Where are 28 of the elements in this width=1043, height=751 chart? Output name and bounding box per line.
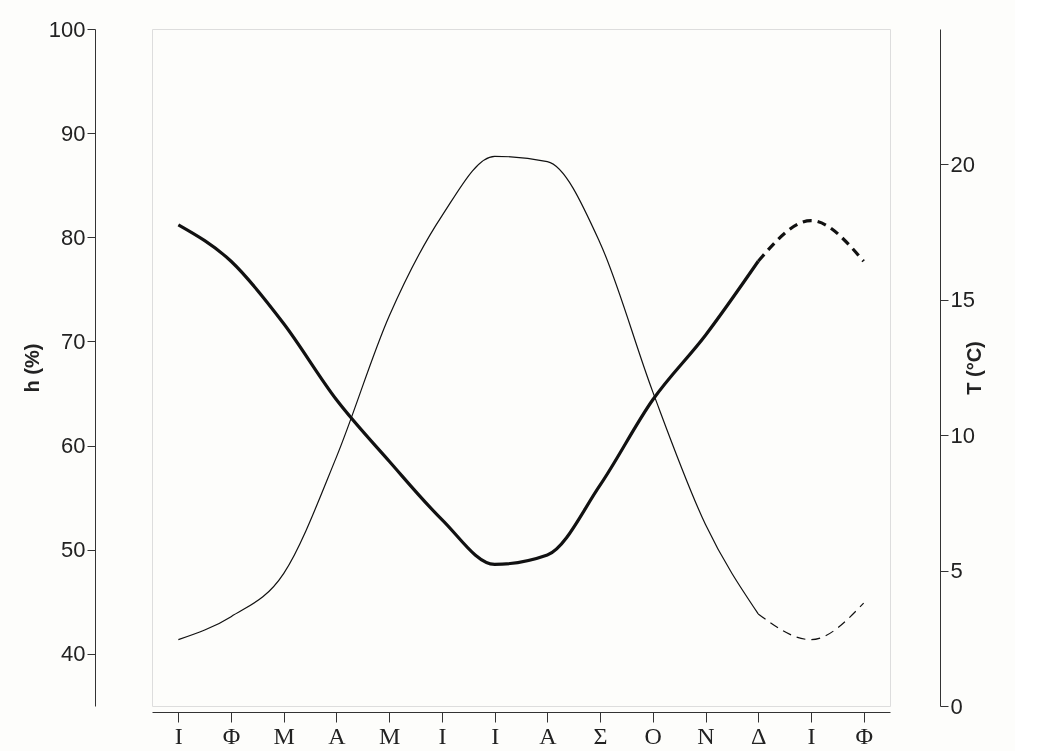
x-tick-label: Ο [644,722,662,749]
y-tick-label: 80 [61,224,86,250]
y-tick-label: 70 [61,328,86,354]
y2-tick-label: 20 [950,151,975,177]
y2-tick-label: 0 [950,693,963,719]
y2-tick-label: 10 [950,422,975,448]
x-tick-label: Φ [855,722,873,749]
x-tick-label: Φ [222,722,241,749]
y-tick-label: 50 [61,537,86,563]
y-axis-title: h (%) [20,343,43,393]
y2-axis-title: T (°C) [962,341,985,395]
x-tick-label: Μ [273,722,295,749]
y2-tick-label: 5 [950,558,963,584]
x-tick-label: Δ [751,722,767,749]
x-tick-label: Σ [593,722,608,749]
x-tick-label: Μ [379,722,401,749]
y2-tick-label: 15 [950,287,975,313]
y-tick-label: 100 [48,16,86,42]
x-tick-label: Ι [491,722,500,749]
x-tick-label: Ι [438,722,447,749]
x-tick-label: Α [539,722,558,749]
y-tick-label: 40 [61,641,86,667]
x-tick-label: Ν [697,722,715,749]
y-tick-label: 60 [61,433,86,459]
y-tick-label: 90 [61,120,86,146]
x-tick-label: Α [328,722,347,749]
x-tick-label: Ι [807,722,816,749]
x-tick-label: Ι [174,722,183,749]
